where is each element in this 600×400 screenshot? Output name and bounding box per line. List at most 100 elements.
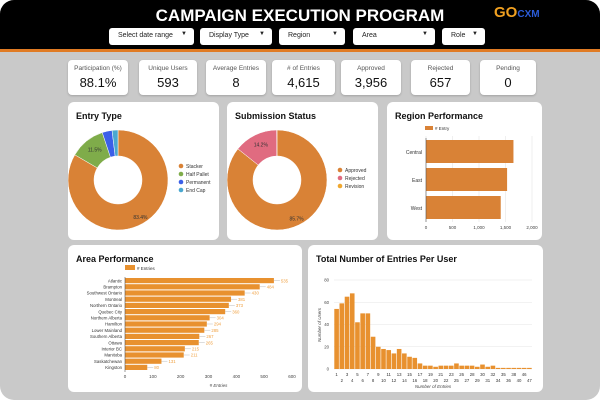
kpi-card: Average Entries 8 [206,60,266,95]
donut-slice [226,129,328,231]
y-category-label: Ottawa [108,340,122,345]
x-tick-label: 18 [423,378,428,383]
bar [125,284,260,290]
x-tick-label: 10 [381,378,386,383]
x-tick-label: 6 [361,378,364,383]
bar [527,367,532,369]
caret-down-icon: ▼ [472,31,478,37]
bar [125,364,148,370]
legend-label: Half Pallet [186,172,209,178]
kpi-card: Unique Users 593 [139,60,197,95]
kpi-value: 657 [429,75,452,90]
legend-label: Revision [345,184,364,190]
bar [125,327,205,333]
bar [349,293,355,369]
x-tick-label: 1 [335,372,338,377]
area-filter[interactable]: Area ▼ [353,28,435,45]
x-tick-label: 1,000 [473,225,485,230]
y-category-label: Lower Mainland [92,328,123,333]
legend-label: Approved [345,168,367,174]
x-axis-title: Number of Entries [415,384,452,389]
caret-down-icon: ▼ [259,31,265,37]
x-tick-label: 31 [485,378,490,383]
bar [125,333,200,339]
bar [339,303,345,369]
bar [426,196,501,219]
donut-slice [111,129,119,157]
kpi-card: # of Entries 4,615 [272,60,335,95]
y-category-label: Southwest Ontario [87,291,123,296]
display-type-filter[interactable]: Display Type ▼ [200,28,272,45]
bar [375,346,381,369]
date-range-filter[interactable]: Select date range ▼ [109,28,194,45]
y-tick-label: 80 [324,278,329,283]
bar [344,296,350,369]
bar [355,322,360,369]
y-category-label: Kingston [105,365,122,370]
y-category-label: Montreal [105,297,122,302]
x-tick-label: 13 [397,372,402,377]
data-label: 215 [192,347,200,352]
y-category-label: Saskatchewan [94,359,123,364]
x-tick-label: 3 [346,372,349,377]
x-tick-label: 17 [418,372,423,377]
bar [125,321,207,327]
y-category-label: Atlantic [108,278,123,283]
x-tick-label: 32 [491,372,496,377]
kpi-card: Participation (%) 88.1% [68,60,128,95]
card-title: Region Performance [395,111,484,121]
x-tick-label: 0 [425,225,428,230]
slice-label: 83.4% [133,215,148,221]
x-tick-label: 46 [522,372,527,377]
y-category-label: West [411,206,423,212]
kpi-value: 4,615 [287,75,320,90]
legend-swatch [178,187,184,193]
bar [125,315,210,321]
data-label: 80 [154,365,159,370]
x-tick-label: 300 [205,374,213,379]
x-tick-label: 400 [233,374,241,379]
bar [386,350,392,369]
data-label: 373 [236,303,244,308]
x-tick-label: 600 [288,374,296,379]
legend-label: # Entry [435,126,450,131]
data-label: 211 [191,353,198,358]
data-label: 294 [214,322,222,327]
bar [459,365,464,369]
data-label: 285 [211,328,219,333]
x-tick-label: 200 [177,374,185,379]
data-label: 304 [217,316,225,321]
bar [125,296,232,302]
bar [443,365,449,369]
card-title: Submission Status [235,111,317,121]
kpi-label: Approved [357,65,385,72]
bar [426,140,514,163]
x-tick-label: 28 [470,372,475,377]
bar [454,363,459,369]
bar [417,363,423,369]
kpi-value: 88.1% [79,75,117,90]
y-category-label: Hamilton [105,322,123,327]
y-category-label: Brampton [103,285,122,290]
legend-swatch [178,179,184,185]
bar [396,348,402,369]
submission-status-card: Submission Status 85.7% Approved 14.2% Reje… [226,102,378,240]
x-tick-label: 30 [480,372,485,377]
x-tick-label: 4 [351,378,354,383]
region-bar-chart: # Entry 0 500 1,000 1,500 2,000 Central East Wes… [406,126,538,230]
x-tick-label: 500 [260,374,268,379]
x-tick-label: 21 [438,372,443,377]
y-tick-label: 20 [324,344,329,349]
page-title: CAMPAIGN EXECUTION PROGRAM [155,6,445,25]
data-label: 535 [281,278,289,283]
role-filter[interactable]: Role ▼ [442,28,485,45]
x-tick-label: 500 [449,225,457,230]
legend-swatch [337,183,343,189]
x-tick-label: 5 [356,372,359,377]
kpi-label: Rejected [427,65,454,72]
caret-down-icon: ▼ [422,31,428,37]
kpi-card: Rejected 657 [411,60,470,95]
kpi-label: # of Entries [287,65,320,72]
x-tick-label: 1,500 [500,225,512,230]
region-filter[interactable]: Region ▼ [279,28,345,45]
